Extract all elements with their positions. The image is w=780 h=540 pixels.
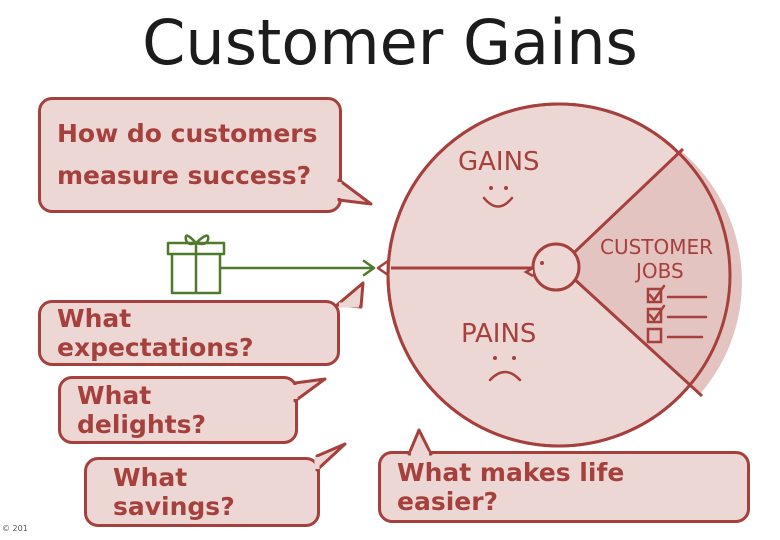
- customer-head-icon: [523, 242, 581, 292]
- bubble-delights-label: What delights?: [77, 381, 207, 439]
- bubble-tail: [314, 442, 347, 472]
- bubble-life-easier: What makes life easier?: [378, 428, 750, 523]
- bubble-tail: [336, 178, 373, 206]
- gift-icon: [166, 234, 226, 295]
- bubble-tail: [292, 377, 327, 403]
- bubble-measure-success: How do customers measure success?: [38, 97, 373, 213]
- arrow-left-icon: [376, 259, 390, 277]
- bubble-savings-label: What savings?: [113, 463, 235, 521]
- bubble-measure-success-line1: How do customers: [57, 119, 318, 148]
- smile-icon: [482, 186, 514, 208]
- bubble-expectations: What expectations?: [38, 281, 365, 366]
- gains-label: GAINS: [458, 147, 540, 177]
- frown-icon: [488, 356, 522, 382]
- bubble-delights: What delights?: [58, 376, 327, 444]
- pains-label: PAINS: [461, 319, 536, 349]
- bubble-measure-success-line2: measure success?: [57, 161, 312, 190]
- bubble-tail: [407, 428, 433, 457]
- customer-jobs-segment: [560, 151, 742, 394]
- bubble-tail: [335, 281, 365, 309]
- checklist-icon: [646, 284, 708, 344]
- bubble-savings: What savings?: [84, 442, 347, 527]
- bubble-life-easier-label: What makes life easier?: [397, 458, 625, 516]
- page-title: Customer Gains: [142, 6, 638, 79]
- arrow-left-icon: [362, 259, 376, 277]
- bubble-expectations-label: What expectations?: [57, 304, 254, 362]
- divider-pains-jobs: [558, 264, 704, 398]
- customer-jobs-label-line1: CUSTOMER: [600, 235, 713, 259]
- customer-jobs-label-line2: JOBS: [634, 259, 684, 283]
- copyright-note: © 201: [2, 524, 28, 533]
- divider-gains-jobs: [558, 147, 685, 268]
